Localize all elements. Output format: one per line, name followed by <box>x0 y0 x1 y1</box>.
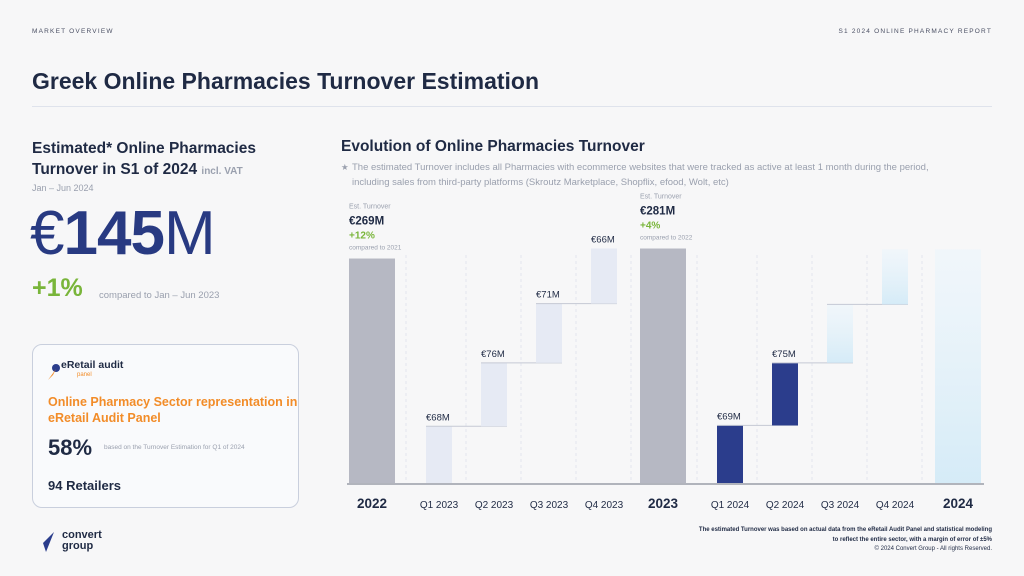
x-label-8: Q3 2024 <box>821 500 860 511</box>
eretail-logo-name: eRetail audit <box>61 359 124 371</box>
x-label-0: 2022 <box>357 496 387 511</box>
turnover-unit: M <box>163 199 216 268</box>
x-label-9: Q4 2024 <box>876 500 915 511</box>
footer-note: The estimated Turnover was based on actu… <box>698 527 992 543</box>
bar-2023 <box>640 248 686 483</box>
report-label: S1 2024 ONLINE PHARMACY REPORT <box>838 28 992 35</box>
value-label-2: €76M <box>481 349 505 360</box>
bar-q1-2024 <box>717 425 743 483</box>
annotation-value-0: €269M <box>349 216 384 228</box>
bar-q1-2023 <box>426 426 452 483</box>
representation-pct: 58% <box>48 435 93 460</box>
bar-q4-2024 <box>882 249 908 305</box>
retailers-count: 94 Retailers <box>48 478 121 493</box>
x-label-7: Q2 2024 <box>766 500 805 511</box>
value-label-3: €71M <box>536 290 560 301</box>
bar-q3-2024 <box>827 304 853 363</box>
panel-title: Online Pharmacy Sector representation in… <box>48 395 298 425</box>
chart-note: The estimated Turnover includes all Phar… <box>352 162 929 188</box>
annotation-value-5: €281M <box>640 206 675 218</box>
section-label: MARKET OVERVIEW <box>32 28 114 35</box>
value-label-6: €69M <box>717 411 741 422</box>
representation-note: based on the Turnover Estimation for Q1 … <box>104 444 245 451</box>
x-label-10: 2024 <box>943 496 974 511</box>
turnover-number: 145 <box>63 199 164 268</box>
bar-q3-2023 <box>536 303 562 363</box>
eretail-logo-icon <box>48 364 60 380</box>
x-label-2: Q2 2023 <box>475 500 514 511</box>
turnover-heading: Estimated* Online Pharmacies Turnover in… <box>32 138 302 182</box>
bar-q4-2023 <box>591 248 617 304</box>
x-label-5: 2023 <box>648 496 679 511</box>
annotation-change-5: +4% <box>640 221 660 232</box>
vat-note: incl. VAT <box>201 166 243 177</box>
convert-group-logo-icon <box>34 532 54 552</box>
bar-q2-2023 <box>481 362 507 427</box>
x-label-6: Q1 2024 <box>711 500 750 511</box>
chart-heading: Evolution of Online Pharmacies Turnover <box>341 138 645 155</box>
annotation-note-5: compared to 2022 <box>640 235 693 242</box>
bar-2022 <box>349 258 395 483</box>
x-label-3: Q3 2023 <box>530 500 569 511</box>
page-title: Greek Online Pharmacies Turnover Estimat… <box>32 68 540 94</box>
copyright: © 2024 Convert Group - All rights Reserv… <box>874 546 992 552</box>
star-icon: ★ <box>341 162 349 172</box>
growth-note: compared to Jan – Jun 2023 <box>99 290 220 301</box>
period-label: Jan – Jun 2024 <box>32 183 94 193</box>
value-label-1: €68M <box>426 412 450 423</box>
bar-2024 <box>935 249 981 483</box>
eretail-logo-sub: panel <box>77 372 92 378</box>
annotation-change-0: +12% <box>349 231 375 242</box>
title-divider <box>32 106 992 107</box>
eretail-panel-card: eRetail audit panel Online Pharmacy Sect… <box>32 344 299 508</box>
x-label-4: Q4 2023 <box>585 500 624 511</box>
bar-q2-2024 <box>772 362 798 426</box>
x-label-1: Q1 2023 <box>420 500 459 511</box>
turnover-heading-text: Estimated* Online Pharmacies Turnover in… <box>32 140 256 178</box>
annotation-title-0: Est. Turnover <box>349 204 391 211</box>
convert-group-name: convert group <box>62 529 102 552</box>
value-label-4: €66M <box>591 235 615 246</box>
eretail-logo: eRetail audit panel <box>47 357 127 385</box>
growth-value: +1% <box>32 274 83 302</box>
convert-group-logo: convert group <box>32 528 122 558</box>
annotation-title-5: Est. Turnover <box>640 194 682 201</box>
currency-symbol: € <box>30 199 64 268</box>
turnover-value: €145M <box>30 198 216 269</box>
annotation-note-0: compared to 2021 <box>349 245 402 252</box>
value-label-7: €75M <box>772 349 796 360</box>
